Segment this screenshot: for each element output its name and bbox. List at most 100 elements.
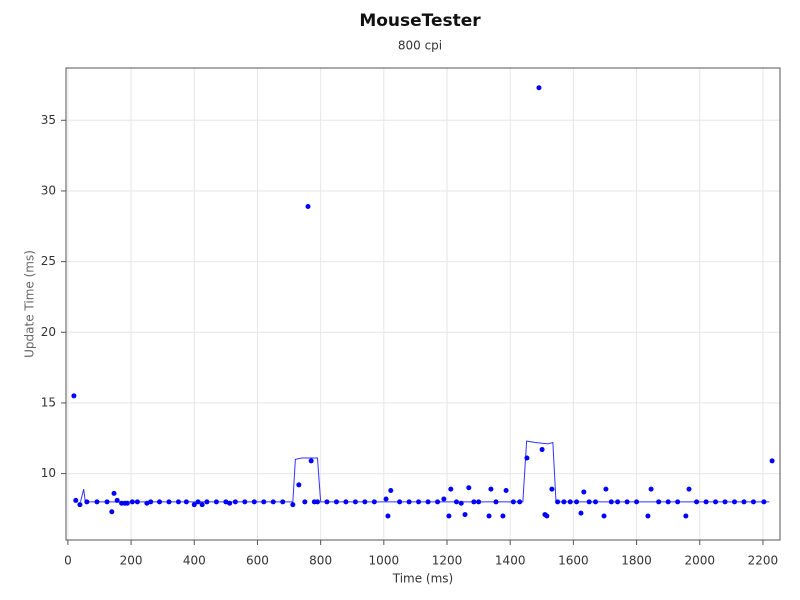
data-point <box>308 458 314 464</box>
data-point <box>648 486 654 492</box>
data-point <box>453 499 459 505</box>
data-point <box>741 499 747 505</box>
data-point <box>586 499 592 505</box>
data-point <box>686 486 692 492</box>
x-tick-label: 200 <box>120 554 143 568</box>
x-tick-label: 1200 <box>432 554 463 568</box>
data-point <box>601 513 607 519</box>
y-tick-label: 25 <box>41 254 56 268</box>
x-tick-label: 1600 <box>558 554 589 568</box>
data-point <box>104 499 110 505</box>
data-point <box>371 499 377 505</box>
data-point <box>302 499 308 505</box>
data-point <box>388 488 394 494</box>
data-point <box>703 499 709 505</box>
data-point <box>134 499 140 505</box>
data-point <box>761 499 767 505</box>
data-point <box>232 499 238 505</box>
y-tick-label: 15 <box>41 395 56 409</box>
data-point <box>270 499 276 505</box>
data-point <box>175 499 181 505</box>
data-point <box>73 497 79 503</box>
data-point <box>446 513 452 519</box>
data-point <box>435 499 441 505</box>
data-point <box>195 499 201 505</box>
data-point <box>624 499 630 505</box>
x-tick-label: 1800 <box>621 554 652 568</box>
data-point <box>314 499 320 505</box>
data-point <box>683 513 689 519</box>
data-point <box>694 499 700 505</box>
y-tick-label: 35 <box>41 113 56 127</box>
data-point <box>191 502 197 508</box>
data-point <box>77 502 83 508</box>
data-point <box>84 499 90 505</box>
data-point <box>166 499 172 505</box>
data-point <box>750 499 756 505</box>
data-point <box>536 85 542 91</box>
data-point <box>458 500 464 506</box>
data-point <box>665 499 671 505</box>
x-tick-label: 400 <box>183 554 206 568</box>
data-point <box>204 499 210 505</box>
data-point <box>111 490 117 496</box>
data-point <box>555 499 561 505</box>
data-point <box>290 502 296 508</box>
data-point <box>71 393 77 399</box>
data-point <box>539 447 545 453</box>
data-point <box>324 499 330 505</box>
data-point <box>213 499 219 505</box>
data-point <box>567 499 573 505</box>
x-axis-title: Time (ms) <box>392 572 454 586</box>
data-point <box>466 485 472 491</box>
data-point <box>549 486 555 492</box>
data-point <box>223 499 229 505</box>
y-tick-label: 30 <box>41 183 56 197</box>
data-point <box>544 513 550 519</box>
data-point <box>333 499 339 505</box>
data-point <box>500 513 506 519</box>
data-point <box>486 513 492 519</box>
data-point <box>645 513 651 519</box>
data-point <box>608 499 614 505</box>
data-point <box>510 499 516 505</box>
y-tick-label: 20 <box>41 325 56 339</box>
data-point <box>578 510 584 516</box>
data-point <box>471 499 477 505</box>
x-tick-label: 1400 <box>495 554 526 568</box>
data-point <box>524 455 530 461</box>
data-point <box>343 499 349 505</box>
data-point <box>362 499 368 505</box>
data-point <box>183 499 189 505</box>
data-point <box>441 496 447 502</box>
data-point <box>769 458 775 464</box>
data-point <box>581 489 587 495</box>
data-point <box>296 482 302 488</box>
data-point <box>305 203 311 209</box>
data-point <box>675 499 681 505</box>
data-point <box>94 499 100 505</box>
data-point <box>476 499 482 505</box>
x-tick-label: 800 <box>309 554 332 568</box>
data-point <box>462 512 468 518</box>
x-tick-label: 0 <box>64 554 72 568</box>
data-point <box>656 499 662 505</box>
data-point <box>199 502 205 508</box>
data-point <box>592 499 598 505</box>
x-tick-label: 600 <box>246 554 269 568</box>
data-point <box>517 499 523 505</box>
chart-subtitle: 800 cpi <box>398 39 442 53</box>
x-tick-label: 2000 <box>684 554 715 568</box>
data-point <box>406 499 412 505</box>
data-point <box>242 499 248 505</box>
data-point <box>280 499 286 505</box>
data-point <box>352 499 358 505</box>
x-tick-label: 1000 <box>369 554 400 568</box>
data-point <box>227 500 233 506</box>
data-point <box>634 499 640 505</box>
data-point <box>251 499 257 505</box>
data-point <box>148 499 154 505</box>
data-point <box>383 496 389 502</box>
data-point <box>503 488 509 494</box>
trend-line <box>80 440 770 503</box>
